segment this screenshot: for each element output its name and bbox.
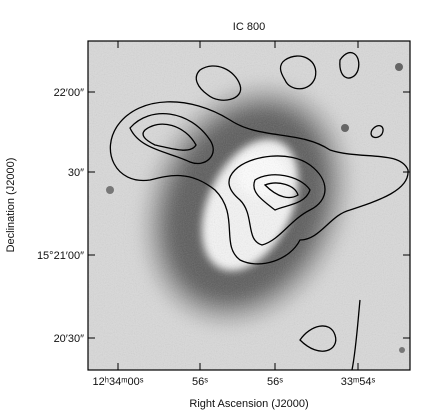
y-tick-label: 30″ — [68, 167, 84, 179]
title: IC 800 — [233, 21, 265, 33]
contours — [109, 51, 409, 370]
y-tick-label: 22′00″ — [54, 87, 85, 99]
x-tick-label: 56ˢ — [192, 376, 208, 388]
tick-marks — [88, 41, 410, 370]
frame — [87, 40, 411, 371]
x-axis-label: Right Ascension (J2000) — [189, 398, 308, 410]
x-tick-label: 33ᵐ54ˢ — [341, 376, 376, 388]
x-tick-label: 56ˢ — [267, 376, 283, 388]
x-tick-label: 12ʰ34ᵐ00ˢ — [93, 376, 144, 388]
galaxy-image — [88, 41, 410, 370]
y-axis-label: Declination (J2000) — [5, 158, 17, 253]
y-tick-label: 20′30″ — [54, 333, 85, 345]
y-tick-label: 15°21′00″ — [37, 250, 84, 262]
